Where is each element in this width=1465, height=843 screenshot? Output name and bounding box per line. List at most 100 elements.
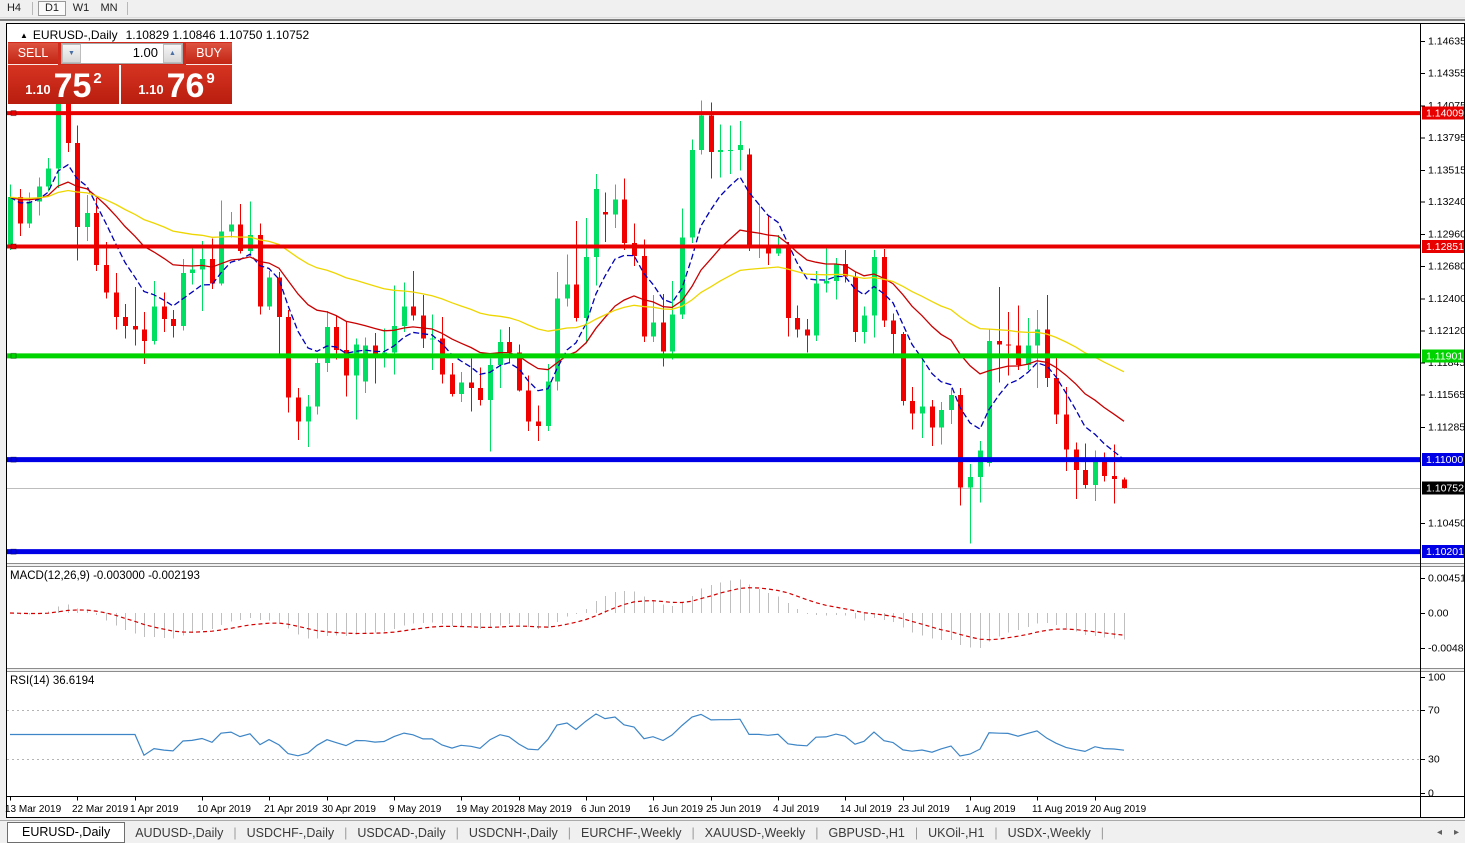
price-level-label-text: 1.11901	[1426, 350, 1463, 362]
bull-candle	[594, 188, 599, 257]
bull-candle	[354, 344, 359, 376]
timeframe-toolbar: H4 D1 W1 MN	[0, 0, 1465, 18]
date-axis-tick: 28 May 2019	[514, 804, 572, 815]
bear-candle	[123, 316, 128, 327]
bear-candle	[795, 317, 800, 330]
buy-price-prefix: 1.10	[138, 82, 164, 97]
date-axis-tick: 10 Apr 2019	[197, 804, 251, 815]
volume-control: ▼ 1.00 ▲	[61, 43, 183, 64]
volume-increase-button[interactable]: ▲	[163, 44, 182, 63]
date-axis: 13 Mar 2019 22 Mar 2019 1 Apr 2019 10 Apr 2…	[5, 796, 1464, 815]
bear-candle	[210, 259, 215, 284]
buy-button[interactable]: BUY	[186, 42, 232, 65]
buy-price-pip: 9	[206, 70, 215, 87]
bear-candle	[411, 306, 416, 316]
symbol-tab-xauusd-weekly[interactable]: XAUUSD-,Weekly	[704, 825, 806, 840]
price-level-label	[1422, 106, 1464, 120]
price-axis-tick: 1.11565	[1428, 389, 1465, 401]
price-level-label	[1422, 453, 1464, 467]
price-level-label-text: 1.14009	[1426, 108, 1464, 120]
bear-candle	[162, 306, 167, 320]
tab-separator: |	[567, 825, 572, 840]
bull-candle	[27, 201, 32, 224]
tab-separator: |	[233, 825, 237, 840]
tabs-scroll-right-icon[interactable]: ▸	[1453, 827, 1459, 838]
bull-candle	[200, 259, 205, 270]
collapse-triangle-icon[interactable]: ▲	[20, 31, 28, 40]
macd-axis-tick: 0.004517	[1428, 573, 1465, 585]
level-handle[interactable]	[10, 243, 17, 250]
bear-candle	[517, 352, 522, 391]
symbol-tab-audusd-daily[interactable]: AUDUSD-,Daily	[135, 825, 224, 840]
buy-price-box[interactable]: 1.10 76 9	[120, 65, 232, 104]
price-level-label-text: 1.11000	[1426, 454, 1463, 466]
bear-candle	[114, 292, 119, 317]
price-level-label	[1422, 239, 1464, 253]
bull-candle	[402, 306, 407, 327]
price-pane	[7, 58, 1420, 555]
price-axis-tick: 1.10450	[1428, 517, 1465, 529]
bear-candle	[786, 246, 791, 318]
bear-candle	[133, 326, 138, 330]
chart-ohlc-quotes: 1.10829 1.10846 1.10750 1.10752	[125, 28, 310, 42]
bull-candle	[325, 327, 330, 363]
bear-candle	[766, 246, 771, 254]
date-axis-tick: 6 Jun 2019	[581, 804, 631, 815]
bear-candle	[171, 319, 176, 327]
sell-price-pip: 2	[93, 70, 102, 87]
bear-candle	[709, 115, 714, 153]
symbol-tab-usdx-weekly[interactable]: USDX-,Weekly	[1007, 825, 1091, 840]
bull-candle	[920, 406, 925, 414]
bear-candle	[18, 197, 23, 224]
bear-candle	[603, 212, 608, 215]
bear-candle	[507, 342, 512, 353]
trade-panel-top-row: SELL ▼ 1.00 ▲ BUY	[8, 42, 232, 65]
level-handle[interactable]	[10, 352, 17, 359]
bull-candle	[306, 406, 311, 422]
bull-candle	[651, 322, 656, 337]
bear-candle	[891, 320, 896, 335]
timeframe-button-mn[interactable]: MN	[100, 2, 118, 14]
chart-title: ▲ EURUSD-,Daily 1.10829 1.10846 1.10750 1.…	[20, 28, 309, 42]
symbol-tab-gbpusd-h1[interactable]: GBPUSD-,H1	[828, 825, 905, 840]
bear-candle	[142, 329, 147, 342]
timeframe-button-h4[interactable]: H4	[6, 2, 22, 14]
bear-candle	[1006, 344, 1011, 346]
bear-candle	[450, 374, 455, 394]
symbol-tab-usdcad-daily[interactable]: USDCAD-,Daily	[357, 825, 446, 840]
timeframe-button-w1[interactable]: W1	[72, 2, 90, 14]
symbol-tab-usdcnh-daily[interactable]: USDCNH-,Daily	[468, 825, 558, 840]
tab-separator: |	[994, 825, 998, 840]
price-level-label-text: 1.10752	[1426, 483, 1464, 495]
symbol-tab-eurchf-weekly[interactable]: EURCHF-,Weekly	[581, 825, 682, 840]
bull-candle	[488, 365, 493, 400]
rsi-pane	[7, 710, 1420, 760]
volume-decrease-button[interactable]: ▼	[62, 44, 81, 63]
volume-input[interactable]: 1.00	[81, 44, 163, 63]
sell-price-box[interactable]: 1.10 75 2	[8, 65, 120, 104]
bear-candle	[843, 263, 848, 277]
bear-candle	[958, 395, 963, 488]
level-handle[interactable]	[10, 110, 17, 117]
window-divider	[0, 18, 1465, 23]
tabs-scroll-left-icon[interactable]: ◂	[1436, 827, 1442, 838]
bull-candle	[546, 381, 551, 427]
bear-candle	[901, 334, 906, 401]
timeframe-button-d1[interactable]: D1	[38, 1, 66, 16]
bear-candle	[747, 154, 752, 247]
bear-candle	[478, 388, 483, 400]
level-handle[interactable]	[10, 548, 17, 555]
bear-candle	[632, 243, 637, 256]
bull-candle	[363, 345, 368, 382]
symbol-tab-usdchf-daily[interactable]: USDCHF-,Daily	[246, 825, 335, 840]
sell-button[interactable]: SELL	[8, 42, 58, 65]
symbol-tab-ukoil-h1[interactable]: UKOil-,H1	[928, 825, 985, 840]
bull-candle	[190, 269, 195, 274]
symbol-tab-eurusd-daily[interactable]: EURUSD-,Daily	[7, 822, 126, 843]
bull-candle	[834, 263, 839, 282]
trade-panel-price-row: 1.10 75 2 1.10 76 9	[8, 65, 232, 104]
bull-candle	[459, 382, 464, 394]
level-handle[interactable]	[10, 456, 17, 463]
